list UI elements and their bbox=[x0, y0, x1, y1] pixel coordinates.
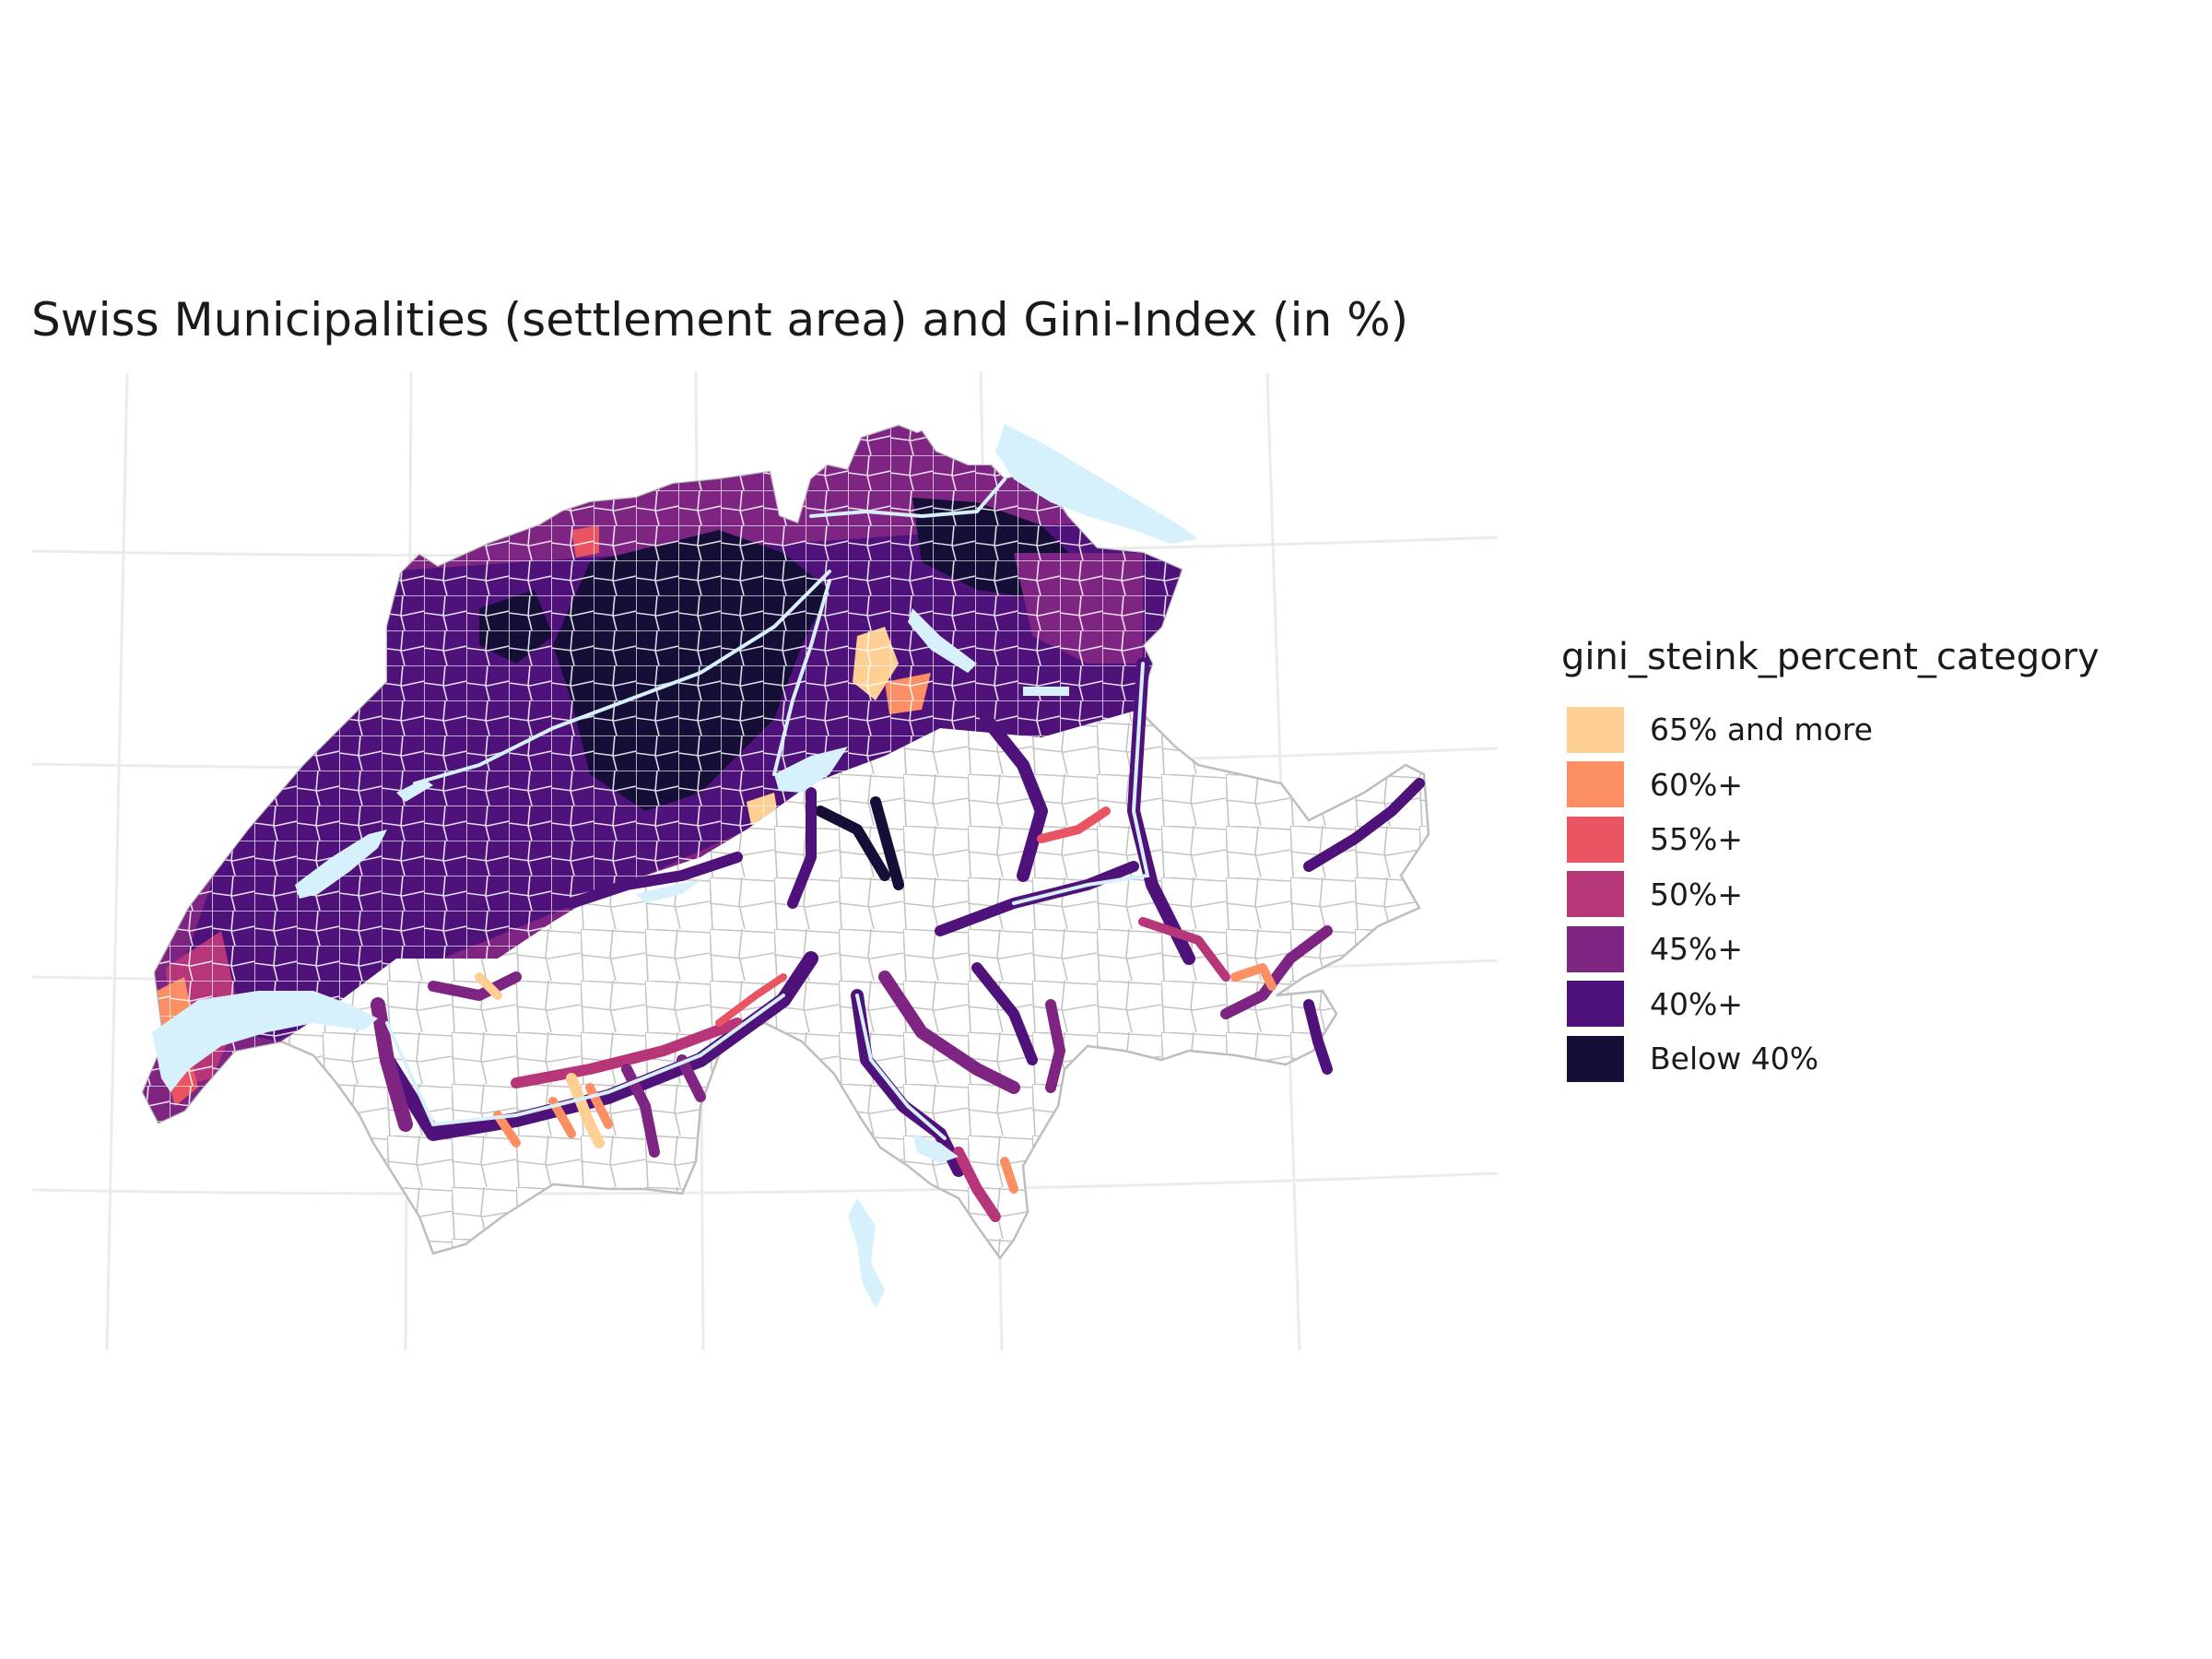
valley-vaud-alps-45 bbox=[428, 971, 522, 1001]
legend-swatch bbox=[1567, 816, 1624, 863]
lake-walen bbox=[1023, 687, 1069, 696]
lake-constance bbox=[995, 424, 1198, 544]
legend-title: gini_steink_percent_category bbox=[1561, 636, 2100, 678]
legend-label: Below 40% bbox=[1650, 1041, 1819, 1077]
legend: gini_steink_percent_category 65% and mor… bbox=[1561, 636, 2100, 1087]
legend-swatch bbox=[1567, 871, 1624, 918]
legend-item-60: 60%+ bbox=[1561, 758, 2100, 813]
valley-engadin bbox=[1303, 778, 1425, 872]
river-rhine bbox=[809, 477, 1006, 519]
plot-title: Swiss Municipalities (settlement area) a… bbox=[31, 293, 1409, 347]
valley-valais-65 bbox=[566, 1073, 605, 1148]
legend-swatch bbox=[1567, 981, 1624, 1028]
valley-engadin-60 bbox=[1230, 963, 1277, 991]
legend-item-below-40: Below 40% bbox=[1561, 1031, 2100, 1087]
river-rhine-alpine bbox=[1012, 662, 1150, 905]
valley-lugano-60 bbox=[1000, 1157, 1018, 1194]
legend-label: 55%+ bbox=[1650, 821, 1743, 858]
valley-saanen-65 bbox=[475, 972, 502, 1000]
valley-mesolcina bbox=[1045, 999, 1065, 1093]
valley-hinterrhein bbox=[1138, 917, 1230, 982]
valley-oberland-side bbox=[815, 796, 904, 890]
valley-ticino bbox=[851, 989, 965, 1177]
legend-label: 45%+ bbox=[1650, 931, 1743, 968]
river-reuss bbox=[772, 579, 831, 776]
valley-rhone bbox=[380, 951, 818, 1141]
legend-item-50: 50%+ bbox=[1561, 867, 2100, 923]
valley-bernese-oberland bbox=[566, 852, 743, 909]
legend-label: 40%+ bbox=[1650, 985, 1743, 1022]
lake-geneva bbox=[152, 991, 378, 1092]
river-aare bbox=[413, 570, 831, 785]
lake-lugano bbox=[912, 1134, 959, 1163]
valley-lugano-50 bbox=[953, 1147, 1001, 1222]
valley-leventina bbox=[971, 962, 1038, 1065]
legend-swatch bbox=[1567, 706, 1624, 753]
legend-item-65-and-more: 65% and more bbox=[1561, 702, 2100, 758]
valley-engadin-lower bbox=[1220, 925, 1333, 1019]
lakes bbox=[152, 424, 1198, 1309]
valley-chablais bbox=[371, 997, 413, 1132]
legend-item-55: 55%+ bbox=[1561, 812, 2100, 867]
valley-ticino-west bbox=[878, 971, 1020, 1094]
legend-label: 65% and more bbox=[1650, 712, 1873, 748]
legend-swatch bbox=[1567, 925, 1624, 972]
valley-gotthard-55 bbox=[715, 973, 787, 1027]
legend-label: 60%+ bbox=[1650, 766, 1743, 803]
valley-reuss bbox=[787, 787, 817, 909]
valley-valposchiavo bbox=[1303, 999, 1333, 1075]
legend-swatch bbox=[1567, 1035, 1624, 1082]
legend-swatch bbox=[1567, 761, 1624, 808]
legend-item-45: 45%+ bbox=[1561, 922, 2100, 977]
lake-biel bbox=[396, 779, 433, 802]
graticule-line bbox=[105, 372, 129, 1351]
lake-maggiore bbox=[848, 1198, 885, 1309]
legend-items: 65% and more 60%+ 55%+ 50%+ 45%+ 40%+ bbox=[1561, 702, 2100, 1087]
lake-lucerne bbox=[774, 747, 848, 793]
legend-label: 50%+ bbox=[1650, 876, 1743, 912]
valley-linth bbox=[980, 712, 1048, 882]
lake-zurich bbox=[908, 608, 977, 673]
valley-rhone-upper bbox=[511, 1018, 743, 1088]
river-ticino bbox=[855, 994, 947, 1140]
lake-thun bbox=[636, 880, 700, 903]
graticule-line bbox=[31, 1171, 1499, 1195]
valley-surselva-55 bbox=[1037, 806, 1111, 843]
lake-neuchatel bbox=[295, 830, 387, 899]
legend-item-40: 40%+ bbox=[1561, 977, 2100, 1032]
rivers bbox=[385, 477, 1150, 1140]
river-rhone bbox=[385, 994, 785, 1127]
